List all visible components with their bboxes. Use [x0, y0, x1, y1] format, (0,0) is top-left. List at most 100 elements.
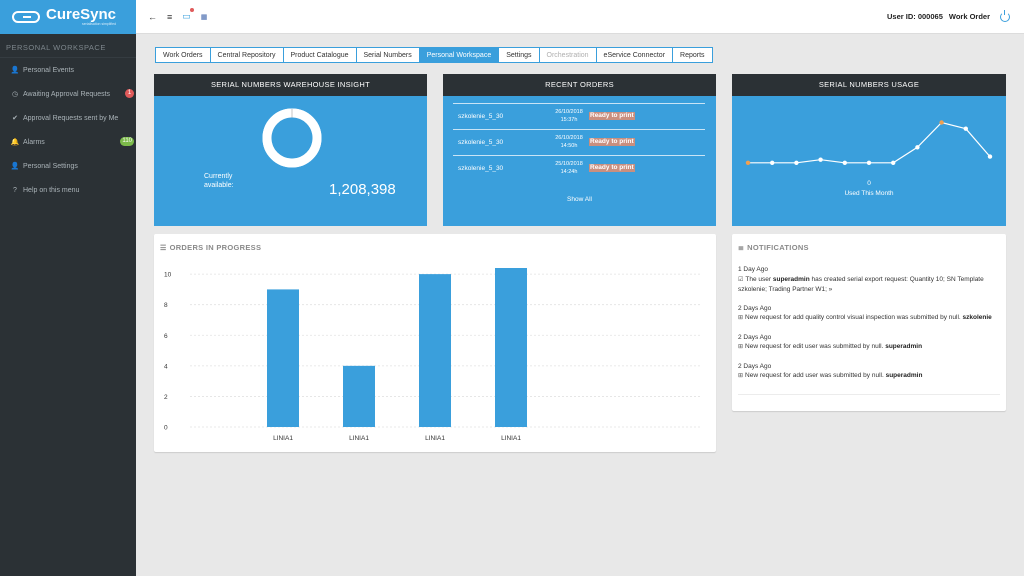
user-name[interactable]: Work Order — [948, 12, 990, 21]
notifications-divider — [738, 394, 1000, 395]
y-tick-label: 10 — [164, 272, 172, 279]
order-status-badge: Ready to print — [589, 138, 635, 146]
notification-user: superadmin — [885, 343, 923, 350]
recent-orders-title: RECENT ORDERS — [443, 74, 716, 96]
usage-value: 0 — [867, 180, 871, 187]
recent-orders-card: RECENT ORDERS szkolenie_5_30 26/10/2018 15… — [443, 74, 716, 226]
notification-user: superadmin — [772, 275, 810, 283]
available-label-line1: Currently — [204, 173, 233, 180]
notification-body: ⊞ New request for add quality control vis… — [738, 313, 1000, 324]
sidebar-item-approval-requests-sent-by-me[interactable]: ✔ Approval Requests sent by Me — [0, 106, 136, 130]
warehouse-insight-title: SERIAL NUMBERS WAREHOUSE INSIGHT — [154, 74, 427, 96]
inbox-icon[interactable]: ▭ — [182, 8, 194, 21]
usage-label: Used This Month — [844, 190, 894, 197]
serial-usage-title: SERIAL NUMBERS USAGE — [732, 74, 1006, 96]
tab-serial-numbers[interactable]: Serial Numbers — [356, 47, 420, 63]
usage-sparkline — [745, 120, 993, 165]
usage-point — [745, 160, 751, 165]
y-tick-label: 2 — [164, 394, 168, 401]
x-tick-label: LINIA1 — [349, 435, 369, 442]
sidebar-item-awaiting-approval-requests[interactable]: ◷ Awaiting Approval Requests 1 — [0, 82, 136, 106]
order-date: 26/10/2018 — [555, 109, 583, 115]
show-all-link[interactable]: Show All — [567, 196, 592, 203]
sidebar-item-help-on-this-menu[interactable]: ? Help on this menu — [0, 178, 136, 202]
notification-text: The user — [745, 275, 773, 283]
tab-work-orders[interactable]: Work Orders — [155, 47, 211, 63]
flag-icon[interactable]: ▦ — [200, 13, 208, 21]
order-row[interactable]: szkolenie_5_30 26/10/2018 15:37h Ready to p… — [453, 103, 705, 128]
order-name[interactable]: szkolenie_5_30 — [458, 138, 504, 146]
chart-bar — [419, 274, 451, 427]
usage-point — [794, 160, 799, 165]
notification-item[interactable]: 2 Days Ago ⊞ New request for add user was … — [738, 362, 1000, 382]
sidebar-item-personal-events[interactable]: 👤 Personal Events — [0, 58, 136, 82]
usage-point — [891, 160, 896, 165]
checkbox-icon: ☑ — [738, 276, 744, 283]
serial-usage-card: SERIAL NUMBERS USAGE 0 Used This Month — [732, 74, 1006, 226]
tab-reports[interactable]: Reports — [673, 47, 713, 63]
plus-icon: ⊞ — [738, 315, 744, 321]
order-datetime: 26/10/2018 15:37h — [551, 108, 587, 124]
y-tick-label: 0 — [164, 425, 168, 432]
usage-point — [770, 160, 775, 165]
power-icon[interactable] — [1000, 9, 1010, 22]
notification-text: New request for add user was submitted b… — [745, 372, 886, 379]
notifications-panel: ≣ NOTIFICATIONS 1 Day Ago ☑ The user super… — [732, 234, 1006, 411]
notification-time: 2 Days Ago — [738, 304, 772, 312]
sidebar-item-label: Awaiting Approval Requests — [23, 90, 111, 98]
sidebar-item-label: Personal Settings — [23, 162, 78, 170]
bell-icon: 🔔 — [10, 139, 20, 146]
usage-point — [866, 160, 872, 165]
order-date: 26/10/2018 — [555, 135, 583, 141]
order-row[interactable]: szkolenie_5_30 25/10/2018 14:24h Ready to p… — [453, 155, 705, 180]
notification-item[interactable]: 2 Days Ago ⊞ New request for add quality c… — [738, 304, 1000, 324]
plus-icon: ⊞ — [738, 373, 744, 379]
warehouse-insight-card: SERIAL NUMBERS WAREHOUSE INSIGHT Current… — [154, 74, 427, 226]
sidebar-item-personal-settings[interactable]: 👤 Personal Settings — [0, 154, 136, 178]
back-arrow-icon[interactable]: ← — [148, 11, 157, 22]
orders-in-progress-title: ORDERS IN PROGRESS — [169, 243, 262, 252]
brand-logo[interactable]: CureSync serialisation simplified — [0, 0, 136, 34]
plus-icon: ⊞ — [738, 344, 744, 350]
usage-line — [748, 121, 991, 164]
order-datetime: 26/10/2018 14:50h — [551, 134, 587, 150]
tab-central-repository[interactable]: Central Repository — [210, 47, 284, 63]
order-name[interactable]: szkolenie_5_30 — [458, 164, 504, 172]
tab-product-catalogue[interactable]: Product Catalogue — [283, 47, 357, 63]
x-tick-label: LINIA1 — [425, 435, 445, 442]
sidebar: CureSync serialisation simplified PERSON… — [0, 0, 136, 576]
usage-point — [818, 157, 823, 162]
clock-icon: ◷ — [11, 91, 19, 98]
notification-text: New request for edit user was submitted … — [745, 343, 886, 350]
usage-point — [939, 120, 944, 125]
logo-icon — [12, 11, 40, 23]
order-row[interactable]: szkolenie_5_30 26/10/2018 14:50h Ready to p… — [453, 129, 705, 154]
notification-user: superadmin — [885, 372, 923, 379]
tab-eservice-connector[interactable]: eService Connector — [596, 47, 674, 63]
y-tick-label: 4 — [164, 363, 168, 370]
notification-text: New request for add quality control visu… — [745, 314, 963, 321]
question-icon: ? — [13, 186, 17, 194]
usage-point — [915, 145, 920, 150]
available-label-line2: available: — [204, 182, 234, 189]
notification-body: ⊞ New request for edit user was submitted… — [738, 342, 1000, 353]
order-name[interactable]: szkolenie_5_30 — [458, 112, 504, 120]
sidebar-item-alarms[interactable]: 🔔 Alarms 110 — [0, 130, 136, 154]
chart-bar — [343, 365, 375, 427]
tab-orchestration[interactable]: Orchestration — [539, 47, 597, 63]
x-tick-label: LINIA1 — [501, 435, 521, 442]
notification-user: szkolenie — [962, 314, 992, 321]
notification-item[interactable]: 1 Day Ago ☑ The user superadmin has create… — [738, 265, 1000, 295]
tab-personal-workspace[interactable]: Personal Workspace — [419, 47, 500, 63]
y-tick-label: 6 — [164, 333, 168, 340]
tab-settings[interactable]: Settings — [499, 47, 540, 63]
order-time: 14:24h — [560, 169, 578, 175]
sidebar-section-title: PERSONAL WORKSPACE — [0, 34, 136, 58]
order-status-badge: Ready to print — [589, 112, 635, 120]
notification-item[interactable]: 2 Days Ago ⊞ New request for edit user was… — [738, 333, 1000, 353]
sidebar-item-label: Approval Requests sent by Me — [23, 114, 119, 122]
check-icon: ✔ — [12, 115, 18, 122]
topbar: ← ≡ ▭ ▦ User ID: 000065 Work Order — [136, 0, 1024, 34]
menu-icon[interactable]: ≡ — [167, 11, 173, 22]
available-value: 1,208,398 — [329, 181, 396, 198]
